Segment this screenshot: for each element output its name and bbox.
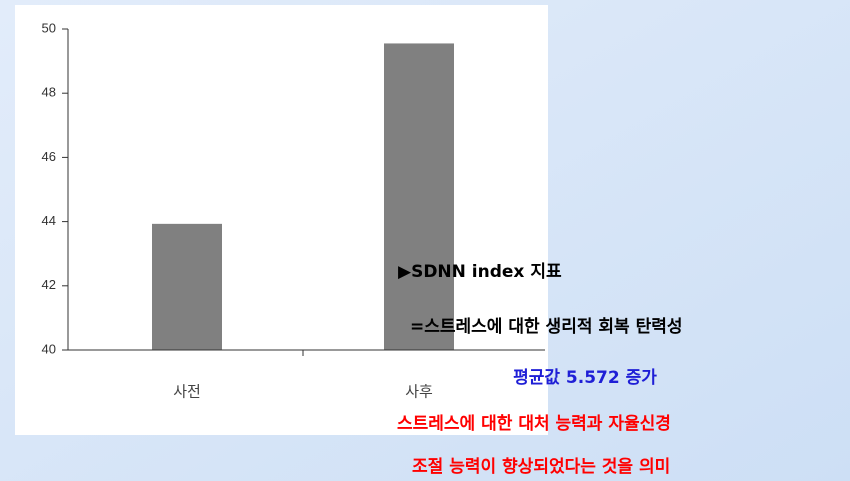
bar xyxy=(384,43,454,350)
annotation: 평균값 5.572 증가 xyxy=(513,368,657,388)
annotation: 조절 능력이 향상되었다는 것을 의미 xyxy=(412,456,670,477)
y-tick-label: 48 xyxy=(42,85,56,100)
y-tick-label: 46 xyxy=(42,149,56,164)
annotation: 스트레스에 대한 대처 능력과 자율신경 xyxy=(397,414,671,434)
annotation: =스트레스에 대한 생리적 회복 탄력성 xyxy=(410,317,683,337)
x-tick-label: 사전 xyxy=(173,383,201,401)
y-tick-label: 44 xyxy=(42,213,56,228)
y-tick-label: 50 xyxy=(42,20,56,35)
y-tick-label: 40 xyxy=(42,341,56,356)
x-tick-label: 사후 xyxy=(405,383,433,401)
chart-panel xyxy=(15,5,548,435)
annotation: ▶SDNN index 지표 xyxy=(398,262,562,282)
bar xyxy=(152,223,222,350)
y-tick-label: 42 xyxy=(42,277,56,292)
